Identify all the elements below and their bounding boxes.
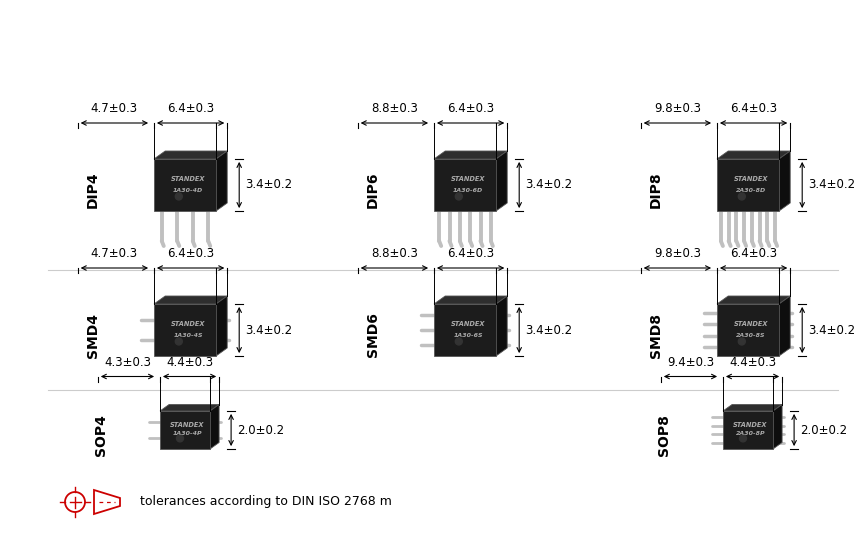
Text: STANDEX: STANDEX [171, 176, 206, 182]
Text: 8.8±0.3: 8.8±0.3 [371, 247, 418, 260]
Text: 6.4±0.3: 6.4±0.3 [730, 102, 777, 115]
Text: 6.4±0.3: 6.4±0.3 [167, 247, 214, 260]
Polygon shape [154, 159, 216, 211]
Text: 9.4±0.3: 9.4±0.3 [667, 355, 714, 368]
Text: 4.4±0.3: 4.4±0.3 [166, 355, 213, 368]
Text: 6.4±0.3: 6.4±0.3 [167, 102, 214, 115]
Text: SOP4: SOP4 [94, 414, 108, 456]
Polygon shape [154, 296, 227, 304]
Polygon shape [434, 296, 507, 304]
Text: DIP4: DIP4 [86, 172, 100, 208]
Text: 2A30-8D: 2A30-8D [736, 188, 766, 193]
Polygon shape [717, 151, 791, 159]
Text: 3.4±0.2: 3.4±0.2 [245, 179, 292, 192]
Circle shape [176, 435, 183, 442]
Text: 8.8±0.3: 8.8±0.3 [371, 102, 418, 115]
Circle shape [739, 193, 746, 200]
Polygon shape [496, 151, 507, 211]
Text: 6.4±0.3: 6.4±0.3 [447, 102, 494, 115]
Text: 2A30-8S: 2A30-8S [736, 333, 766, 338]
Text: STANDEX: STANDEX [171, 321, 206, 327]
Polygon shape [160, 411, 210, 449]
Text: 4.4±0.3: 4.4±0.3 [729, 355, 776, 368]
Text: DIP8: DIP8 [649, 172, 663, 208]
Circle shape [739, 338, 746, 345]
Polygon shape [496, 296, 507, 356]
Polygon shape [779, 296, 791, 356]
Circle shape [740, 435, 746, 442]
Circle shape [175, 338, 182, 345]
Text: 3.4±0.2: 3.4±0.2 [808, 179, 855, 192]
Polygon shape [779, 151, 791, 211]
Text: 9.8±0.3: 9.8±0.3 [654, 102, 701, 115]
Text: 3.4±0.2: 3.4±0.2 [245, 323, 292, 336]
Polygon shape [434, 304, 496, 356]
Text: 3.4±0.2: 3.4±0.2 [525, 323, 572, 336]
Text: 6.4±0.3: 6.4±0.3 [730, 247, 777, 260]
Polygon shape [160, 404, 219, 411]
Polygon shape [717, 296, 791, 304]
Polygon shape [723, 404, 782, 411]
Text: 3.4±0.2: 3.4±0.2 [525, 179, 572, 192]
Text: 1A30-4P: 1A30-4P [173, 431, 202, 436]
Text: 1A30-4D: 1A30-4D [173, 188, 203, 193]
Text: 9.8±0.3: 9.8±0.3 [654, 247, 701, 260]
Text: 3.4±0.2: 3.4±0.2 [808, 323, 855, 336]
Polygon shape [216, 296, 227, 356]
Text: tolerances according to DIN ISO 2768 m: tolerances according to DIN ISO 2768 m [140, 496, 392, 509]
Polygon shape [210, 404, 219, 449]
Text: SMD4: SMD4 [86, 313, 100, 357]
Circle shape [455, 338, 462, 345]
Polygon shape [216, 151, 227, 211]
Polygon shape [154, 151, 227, 159]
Text: STANDEX: STANDEX [170, 422, 205, 428]
Text: 6.4±0.3: 6.4±0.3 [447, 247, 494, 260]
Text: SOP8: SOP8 [657, 414, 671, 456]
Polygon shape [154, 304, 216, 356]
Polygon shape [434, 151, 507, 159]
Circle shape [175, 193, 182, 200]
Text: DIP6: DIP6 [365, 172, 380, 208]
Text: 1A30-6D: 1A30-6D [453, 188, 483, 193]
Polygon shape [773, 404, 782, 449]
Polygon shape [717, 304, 779, 356]
Text: 1A30-4S: 1A30-4S [174, 333, 203, 338]
Text: 4.3±0.3: 4.3±0.3 [104, 355, 151, 368]
Text: 4.7±0.3: 4.7±0.3 [91, 102, 138, 115]
Polygon shape [434, 159, 496, 211]
Polygon shape [723, 411, 773, 449]
Text: 2A30-8P: 2A30-8P [735, 431, 766, 436]
Text: STANDEX: STANDEX [734, 176, 768, 182]
Text: STANDEX: STANDEX [451, 321, 486, 327]
Text: SMD6: SMD6 [365, 313, 380, 357]
Text: SMD8: SMD8 [649, 313, 663, 357]
Text: 2.0±0.2: 2.0±0.2 [237, 423, 284, 436]
Text: 1A30-6S: 1A30-6S [454, 333, 483, 338]
Text: STANDEX: STANDEX [734, 422, 768, 428]
Text: 2.0±0.2: 2.0±0.2 [800, 423, 848, 436]
Circle shape [455, 193, 462, 200]
Text: STANDEX: STANDEX [451, 176, 486, 182]
Text: STANDEX: STANDEX [734, 321, 768, 327]
Text: 4.7±0.3: 4.7±0.3 [91, 247, 138, 260]
Polygon shape [717, 159, 779, 211]
